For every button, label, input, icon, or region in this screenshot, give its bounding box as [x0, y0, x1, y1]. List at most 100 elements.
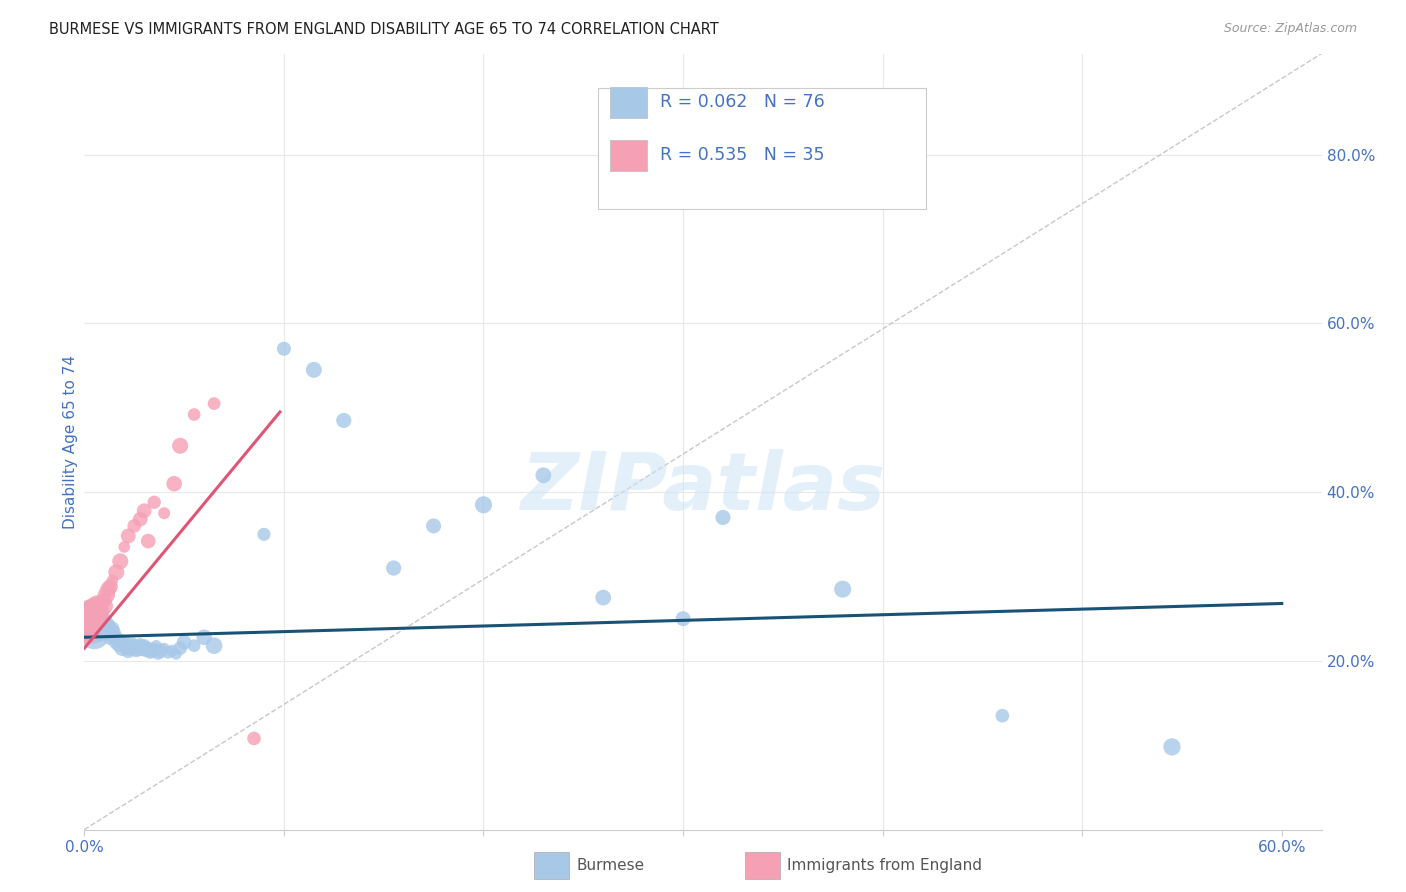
Point [136, 641, 159, 656]
Point [131, 641, 153, 656]
Point [202, 396, 225, 410]
Point [127, 641, 149, 656]
Point [75, 612, 97, 626]
Point [193, 630, 215, 644]
Point [101, 627, 124, 641]
Point [672, 612, 695, 626]
FancyBboxPatch shape [598, 88, 925, 209]
Point [333, 413, 356, 427]
Point [115, 639, 138, 653]
Text: ZIPatlas: ZIPatlas [520, 449, 886, 527]
Point [273, 342, 295, 356]
Bar [610, 87, 647, 118]
Point [243, 731, 266, 746]
Text: Immigrants from England: Immigrants from England [787, 858, 983, 872]
Point [93, 615, 115, 630]
Point [77, 624, 100, 639]
Point [86, 597, 108, 611]
Point [134, 504, 156, 518]
Point [82, 613, 104, 627]
Point [77, 607, 100, 622]
Point [97, 582, 120, 596]
Point [79, 615, 101, 630]
Point [83, 627, 105, 641]
Point [117, 644, 139, 658]
Point [160, 644, 183, 658]
Point [382, 561, 405, 575]
Point [111, 641, 134, 656]
Text: R = 0.535   N = 35: R = 0.535 N = 35 [659, 146, 824, 164]
Point [165, 647, 187, 661]
Point [1161, 739, 1184, 754]
Point [101, 574, 124, 588]
Point [96, 588, 118, 602]
Text: R = 0.062   N = 76: R = 0.062 N = 76 [659, 94, 824, 112]
Point [117, 529, 139, 543]
Point [135, 644, 157, 658]
Point [134, 639, 156, 653]
Point [77, 613, 100, 627]
Point [422, 519, 444, 533]
Point [91, 613, 114, 627]
Bar [610, 140, 647, 170]
Point [129, 512, 152, 526]
Point [75, 628, 97, 642]
Point [110, 632, 132, 647]
Text: Source: ZipAtlas.com: Source: ZipAtlas.com [1223, 22, 1357, 36]
Point [163, 476, 186, 491]
Point [472, 498, 495, 512]
Point [112, 540, 135, 554]
Point [82, 618, 104, 632]
Point [202, 639, 225, 653]
Point [79, 620, 101, 634]
Point [125, 644, 148, 658]
Point [89, 595, 111, 609]
Point [98, 630, 121, 644]
Point [103, 630, 125, 644]
Point [139, 645, 162, 659]
Point [145, 639, 167, 653]
Point [105, 566, 128, 580]
Point [531, 468, 554, 483]
Point [82, 605, 104, 619]
Point [97, 618, 120, 632]
Point [302, 363, 325, 377]
Point [93, 593, 115, 607]
Point [79, 610, 101, 624]
Point [82, 622, 104, 636]
Point [79, 615, 101, 630]
Point [87, 610, 110, 624]
Point [97, 622, 120, 636]
Point [122, 639, 145, 653]
Point [83, 610, 105, 624]
Point [143, 641, 166, 656]
Point [831, 582, 853, 596]
Point [991, 708, 1014, 723]
Point [83, 603, 105, 617]
Point [105, 635, 128, 649]
Point [153, 506, 176, 520]
Point [87, 613, 110, 627]
Point [157, 645, 180, 659]
Point [143, 495, 166, 509]
Point [112, 635, 135, 649]
Point [89, 601, 111, 615]
Point [83, 607, 105, 622]
Point [101, 622, 124, 636]
Text: BURMESE VS IMMIGRANTS FROM ENGLAND DISABILITY AGE 65 TO 74 CORRELATION CHART: BURMESE VS IMMIGRANTS FROM ENGLAND DISAB… [49, 22, 718, 37]
Point [253, 527, 276, 541]
Point [98, 624, 121, 639]
Point [110, 554, 132, 568]
Point [89, 618, 111, 632]
Point [120, 641, 142, 656]
Point [83, 615, 105, 630]
Point [79, 610, 101, 624]
Point [173, 635, 195, 649]
Point [592, 591, 614, 605]
Point [86, 615, 108, 630]
Point [87, 603, 110, 617]
Point [148, 645, 170, 659]
Point [87, 618, 110, 632]
Point [136, 534, 159, 549]
Point [93, 622, 115, 636]
